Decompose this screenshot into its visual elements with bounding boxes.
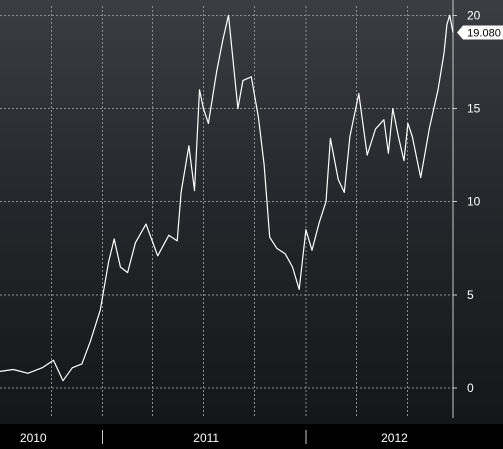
x-axis-strip bbox=[0, 424, 503, 449]
x-tick-label-2011: 2011 bbox=[193, 431, 219, 445]
x-axis: 2010 2011 2012 bbox=[20, 430, 408, 445]
y-tick-label-20: 20 bbox=[467, 8, 481, 22]
y-axis: 0 5 10 15 20 bbox=[452, 0, 481, 418]
y-tick-label-0: 0 bbox=[467, 381, 474, 395]
last-value-badge bbox=[457, 25, 503, 40]
last-value-marker: 19.080 bbox=[457, 25, 503, 40]
series-line bbox=[0, 14, 454, 382]
y-tick-label-5: 5 bbox=[467, 288, 474, 302]
x-tick-label-2010: 2010 bbox=[20, 431, 47, 445]
plot-area bbox=[0, 14, 454, 382]
last-value-label: 19.080 bbox=[467, 27, 501, 39]
gridlines bbox=[0, 6, 453, 418]
y-tick-label-15: 15 bbox=[467, 102, 481, 116]
x-tick-label-2012: 2012 bbox=[381, 431, 408, 445]
y-tick-label-10: 10 bbox=[467, 195, 481, 209]
